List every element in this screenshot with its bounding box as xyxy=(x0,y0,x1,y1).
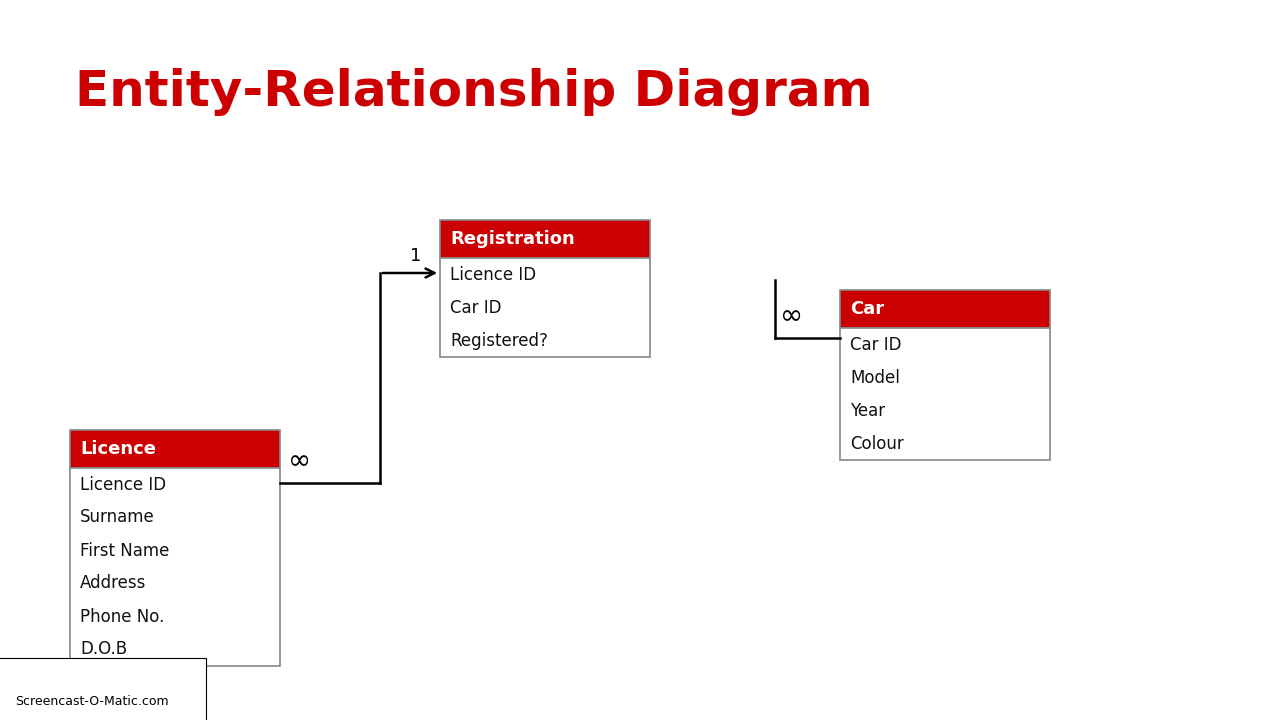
Text: Phone No.: Phone No. xyxy=(79,608,164,626)
Text: Car ID: Car ID xyxy=(451,299,502,317)
Bar xyxy=(840,328,1050,460)
Bar xyxy=(440,220,650,258)
Text: Surname: Surname xyxy=(79,508,155,526)
Text: Colour: Colour xyxy=(850,434,904,452)
Text: Model: Model xyxy=(850,369,900,387)
Text: Licence ID: Licence ID xyxy=(451,266,536,284)
Text: 1: 1 xyxy=(410,247,421,265)
Text: Entity-Relationship Diagram: Entity-Relationship Diagram xyxy=(76,68,873,116)
Bar xyxy=(70,430,280,468)
Text: Licence: Licence xyxy=(79,440,156,458)
Text: ∞: ∞ xyxy=(780,302,803,330)
Text: Licence ID: Licence ID xyxy=(79,475,166,493)
Bar xyxy=(70,468,280,666)
Text: First Name: First Name xyxy=(79,541,169,559)
Text: Address: Address xyxy=(79,575,146,593)
Text: Year: Year xyxy=(850,402,886,420)
Text: D.O.B: D.O.B xyxy=(79,641,127,659)
Text: Car: Car xyxy=(850,300,884,318)
Text: Screencast-O-Matic.com: Screencast-O-Matic.com xyxy=(15,695,169,708)
Bar xyxy=(440,258,650,357)
Bar xyxy=(840,290,1050,328)
Text: Registered?: Registered? xyxy=(451,331,548,349)
Text: ∞: ∞ xyxy=(288,447,311,475)
Text: Car ID: Car ID xyxy=(850,336,901,354)
Text: Registration: Registration xyxy=(451,230,575,248)
